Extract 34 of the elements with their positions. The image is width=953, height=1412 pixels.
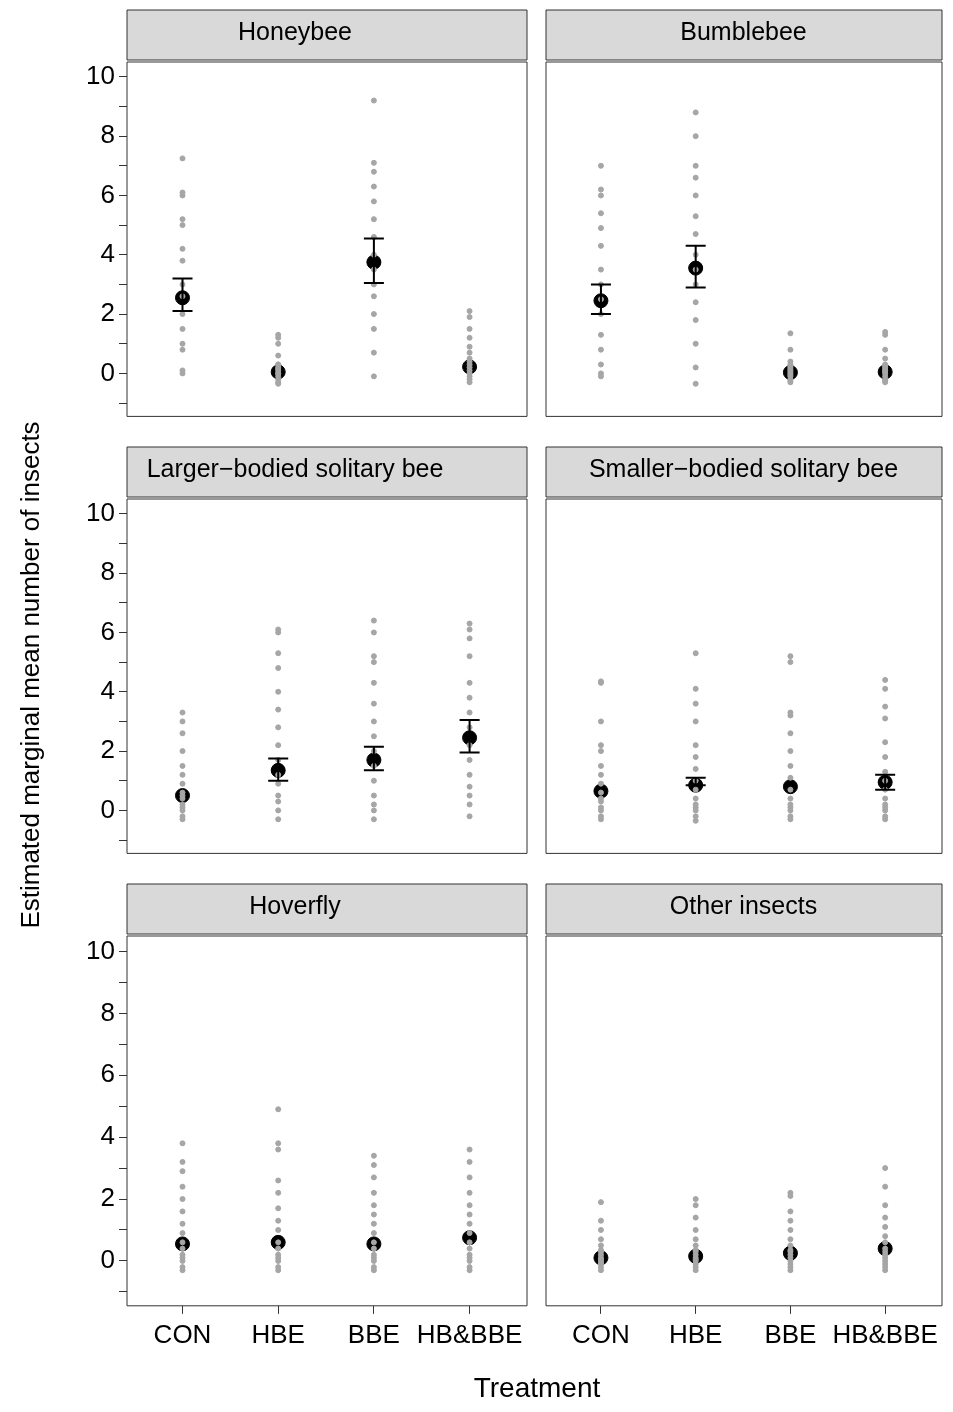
y-tick-label: 2	[100, 297, 115, 328]
y-tick-label: 0	[100, 356, 115, 387]
y-tick-label: 8	[100, 119, 115, 150]
y-tick-label: 4	[100, 1120, 115, 1151]
y-tick-label: 10	[86, 60, 115, 90]
y-tick-label: 2	[100, 1182, 115, 1213]
y-tick-label: 6	[100, 615, 115, 646]
y-tick-label: 8	[100, 556, 115, 587]
x-tick-label: HBE	[251, 1318, 305, 1349]
y-tick-label: 10	[86, 497, 115, 527]
y-tick-label: 4	[100, 237, 115, 268]
x-tick-label: CON	[153, 1318, 212, 1349]
chart-title: Bumblebee	[680, 16, 807, 45]
chart-title: Smaller−bodied solitary bee	[588, 453, 899, 482]
chart-title: Hoverfly	[249, 890, 342, 919]
x-tick-label: HB&BBE	[416, 1318, 523, 1349]
y-axis-title: Estimated marginal mean number of insects	[14, 421, 46, 929]
x-tick-label: BBE	[764, 1318, 817, 1349]
y-tick-label: 10	[86, 934, 115, 965]
y-tick-label: 4	[100, 674, 115, 705]
x-tick-label: HBE	[668, 1318, 723, 1349]
x-tick-label: BBE	[347, 1318, 400, 1349]
chart-title: Larger−bodied solitary bee	[146, 453, 444, 482]
y-tick-label: 0	[100, 1244, 115, 1275]
y-tick-label: 6	[100, 178, 115, 209]
y-tick-label: 0	[100, 793, 115, 824]
chart-title: Honeybee	[238, 16, 352, 45]
chart-title: Other insects	[669, 890, 818, 919]
y-tick-label: 8	[100, 996, 115, 1027]
y-tick-label: 6	[100, 1058, 115, 1089]
x-axis-title: Treatment	[473, 1372, 601, 1404]
x-tick-label: HB&BBE	[832, 1318, 938, 1349]
x-tick-label: CON	[572, 1318, 630, 1349]
y-tick-label: 2	[100, 734, 115, 765]
